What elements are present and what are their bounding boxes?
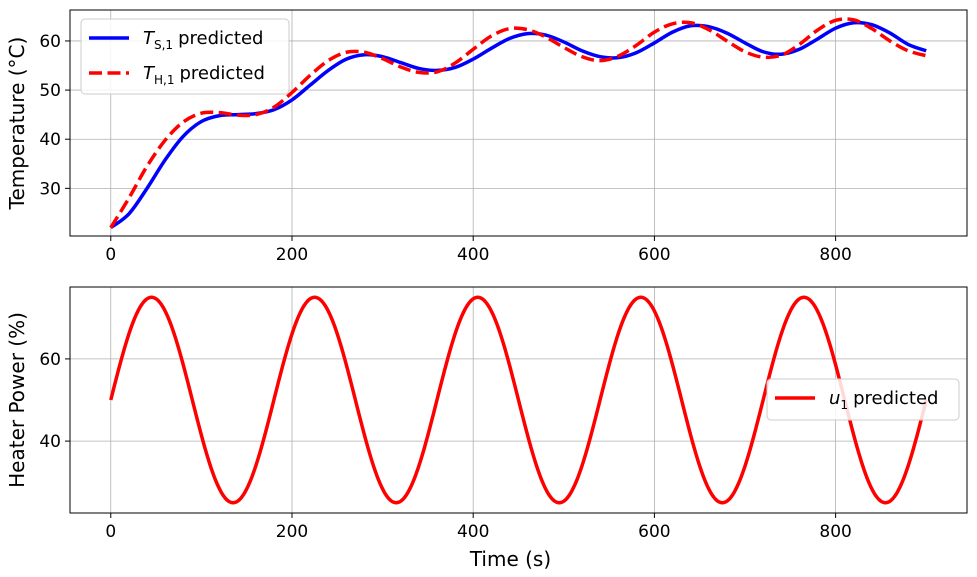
legend-box: [766, 378, 960, 421]
y-tick-label: 50: [39, 81, 61, 101]
legend-subscript: S,1: [154, 38, 173, 52]
x-tick-label: 800: [819, 245, 851, 265]
x-tick-label: 400: [457, 522, 489, 542]
x-tick-label: 0: [105, 245, 116, 265]
y-axis-label: Heater Power (%): [5, 312, 29, 488]
x-tick-label: 200: [276, 245, 308, 265]
legend-label: predicted: [179, 63, 264, 84]
legend-entry: u1 predicted: [829, 388, 938, 412]
legend-box: [80, 18, 290, 95]
series-line-T-H,1: [109, 17, 927, 229]
legend-subscript: 1: [840, 398, 848, 412]
x-tick-label: 0: [105, 522, 116, 542]
legend-label: predicted: [853, 388, 938, 409]
legend-symbol: T: [143, 63, 156, 84]
legend-label: predicted: [178, 28, 263, 49]
y-tick-label: 30: [39, 179, 61, 199]
legend-entry: TS,1 predicted: [143, 28, 263, 52]
x-tick-label: 800: [819, 522, 851, 542]
axes-frame: [69, 9, 968, 237]
series-line-u-1: [109, 295, 928, 505]
y-axis-label: Temperature (°C): [5, 37, 29, 211]
y-tick-label: 60: [39, 32, 61, 52]
x-tick-label: 400: [457, 245, 489, 265]
x-axis-label: Time (s): [469, 547, 551, 571]
legend-entry: TH,1 predicted: [143, 63, 265, 87]
y-tick-label: 40: [39, 130, 61, 150]
legend-symbol: T: [143, 28, 156, 49]
legend-subscript: H,1: [154, 73, 174, 87]
x-tick-label: 600: [638, 522, 670, 542]
heater-power-plot: 0 200 400 600 800 40 60 Heater Power (%) Time (s…: [5, 286, 968, 571]
x-tick-label: 200: [276, 522, 308, 542]
legend-symbol: u: [829, 388, 840, 409]
x-tick-label: 600: [638, 245, 670, 265]
axes-frame: [69, 286, 968, 514]
y-tick-label: 60: [39, 350, 61, 370]
legend: u1 predicted: [766, 378, 960, 421]
y-tick-label: 40: [39, 432, 61, 452]
